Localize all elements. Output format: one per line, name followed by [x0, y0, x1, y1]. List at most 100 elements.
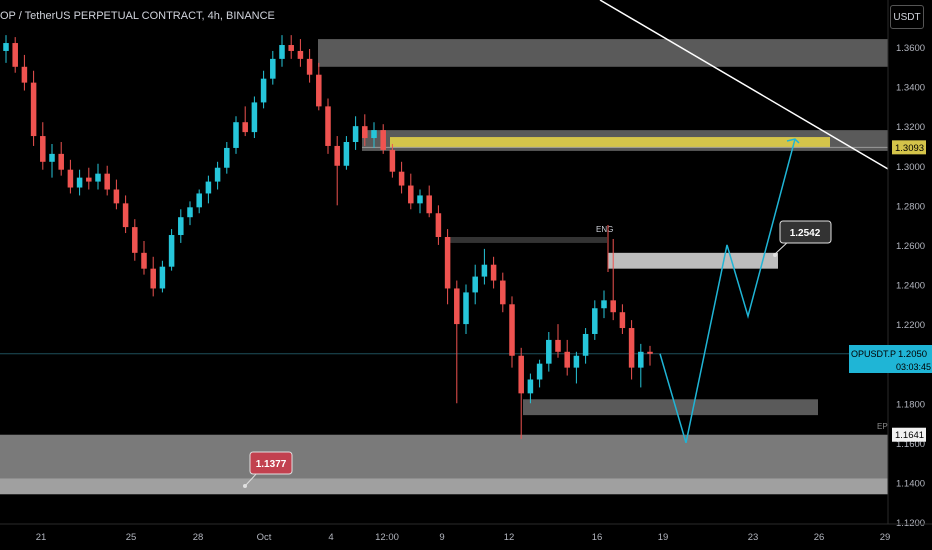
time-tick-label: 21: [36, 532, 47, 543]
candle-body: [343, 142, 350, 166]
candle-body: [159, 266, 166, 289]
callout-text-1-1377: 1.1377: [256, 459, 287, 470]
current-price-tag: [849, 345, 932, 373]
price-tick-label: 1.3600: [896, 43, 925, 54]
candle-body: [334, 145, 340, 166]
candle-body: [592, 308, 598, 334]
candle-body: [564, 351, 570, 368]
candle-body: [288, 45, 294, 51]
yellow-price-tag: [892, 140, 926, 155]
candle-body: [187, 207, 193, 218]
price-axis-background: [888, 0, 932, 550]
candle-body: [408, 185, 414, 204]
ep-price-tag: [892, 427, 926, 442]
time-tick-label: 29: [880, 532, 891, 543]
price-tick-label: 1.1800: [896, 399, 925, 410]
time-tick-label: 16: [592, 532, 603, 543]
time-tick-label: 9: [439, 532, 444, 543]
callout-text-1-2542: 1.2542: [790, 228, 821, 239]
candle-body: [49, 153, 55, 162]
candle-body: [224, 147, 230, 168]
time-tick-label: 12:00: [375, 532, 399, 543]
candle-body: [122, 203, 129, 228]
zone-light-zone: [608, 252, 778, 269]
price-tick-label: 1.2800: [896, 201, 925, 212]
candle-body: [3, 43, 9, 51]
candle-body: [536, 363, 543, 380]
zone-supply-top: [318, 39, 888, 67]
zone-demand-mid: [523, 399, 818, 416]
candle-body: [490, 264, 497, 281]
candle-body: [610, 300, 616, 313]
time-tick-label: Oct: [257, 532, 272, 543]
candle-body: [316, 74, 322, 107]
zone-demand-low-stripe: [0, 478, 888, 495]
candle-body: [150, 268, 156, 289]
candle-body: [371, 130, 377, 139]
candle-body: [58, 153, 64, 170]
candle-body: [582, 333, 589, 356]
currency-button[interactable]: USDT: [890, 5, 924, 29]
time-tick-label: 25: [126, 532, 137, 543]
callout-dot-1-1377: [243, 484, 247, 488]
projection-path: [659, 138, 796, 444]
candle-body: [76, 177, 83, 188]
price-tick-label: 1.3000: [896, 162, 925, 173]
candle-body: [141, 252, 147, 269]
candle-body: [647, 351, 653, 354]
callout-box-1-2542: [779, 220, 832, 244]
candle-body: [40, 136, 46, 162]
candle-body: [527, 379, 534, 394]
candle-body: [518, 355, 524, 394]
time-tick-label: 12: [504, 532, 515, 543]
candle-body: [104, 173, 110, 190]
candle-body: [509, 304, 515, 356]
candle-body: [601, 300, 607, 309]
candle-body: [214, 167, 221, 182]
callout-box-1-1377: [249, 451, 293, 475]
zone-yellow-zone: [390, 137, 830, 148]
candle-body: [352, 126, 359, 142]
price-tick-label: 1.1600: [896, 439, 925, 450]
candle-body: [628, 328, 635, 368]
current-price-value: 1.2050: [898, 349, 927, 360]
yellow-price-value: 1.3093: [895, 143, 924, 154]
candle-body: [444, 237, 451, 289]
candle-body: [30, 82, 37, 137]
candle-body: [21, 66, 28, 83]
projection-arrowhead: [786, 138, 800, 144]
candle-body: [132, 227, 138, 253]
zone-demand-low: [0, 434, 888, 484]
callout-dot-1-2542: [773, 253, 777, 257]
candle-body: [573, 355, 580, 368]
candle-body: [95, 173, 101, 182]
candle-body: [205, 181, 212, 194]
candle-body: [178, 217, 184, 236]
time-tick-label: 23: [748, 532, 759, 543]
candle-body: [481, 264, 488, 277]
candle-body: [362, 126, 368, 139]
candle-body: [389, 149, 396, 172]
price-tick-label: 1.3400: [896, 83, 925, 94]
price-tick-label: 1.2600: [896, 241, 925, 252]
candle-body: [555, 339, 561, 352]
candle-body: [546, 339, 552, 364]
price-tick-label: 1.2200: [896, 320, 925, 331]
candle-body: [380, 130, 386, 150]
candle-body: [472, 276, 478, 293]
candle-body: [196, 193, 202, 208]
ep-price-value: 1.1641: [895, 430, 924, 441]
price-tick-label: 1.2400: [896, 281, 925, 292]
chart-title: OP / TetherUS PERPETUAL CONTRACT, 4h, BI…: [0, 10, 275, 22]
current-symbol-label: OPUSDT.P: [851, 349, 896, 359]
candle-body: [12, 43, 18, 67]
candle-body: [417, 195, 423, 204]
resistance-trendline: [599, 0, 889, 170]
candle-body: [426, 195, 432, 214]
price-tick-label: 1.3200: [896, 122, 925, 133]
candle-body: [251, 102, 258, 133]
bar-countdown: 03:03:45: [896, 362, 931, 372]
time-tick-label: 26: [814, 532, 825, 543]
candle-body: [233, 122, 239, 148]
